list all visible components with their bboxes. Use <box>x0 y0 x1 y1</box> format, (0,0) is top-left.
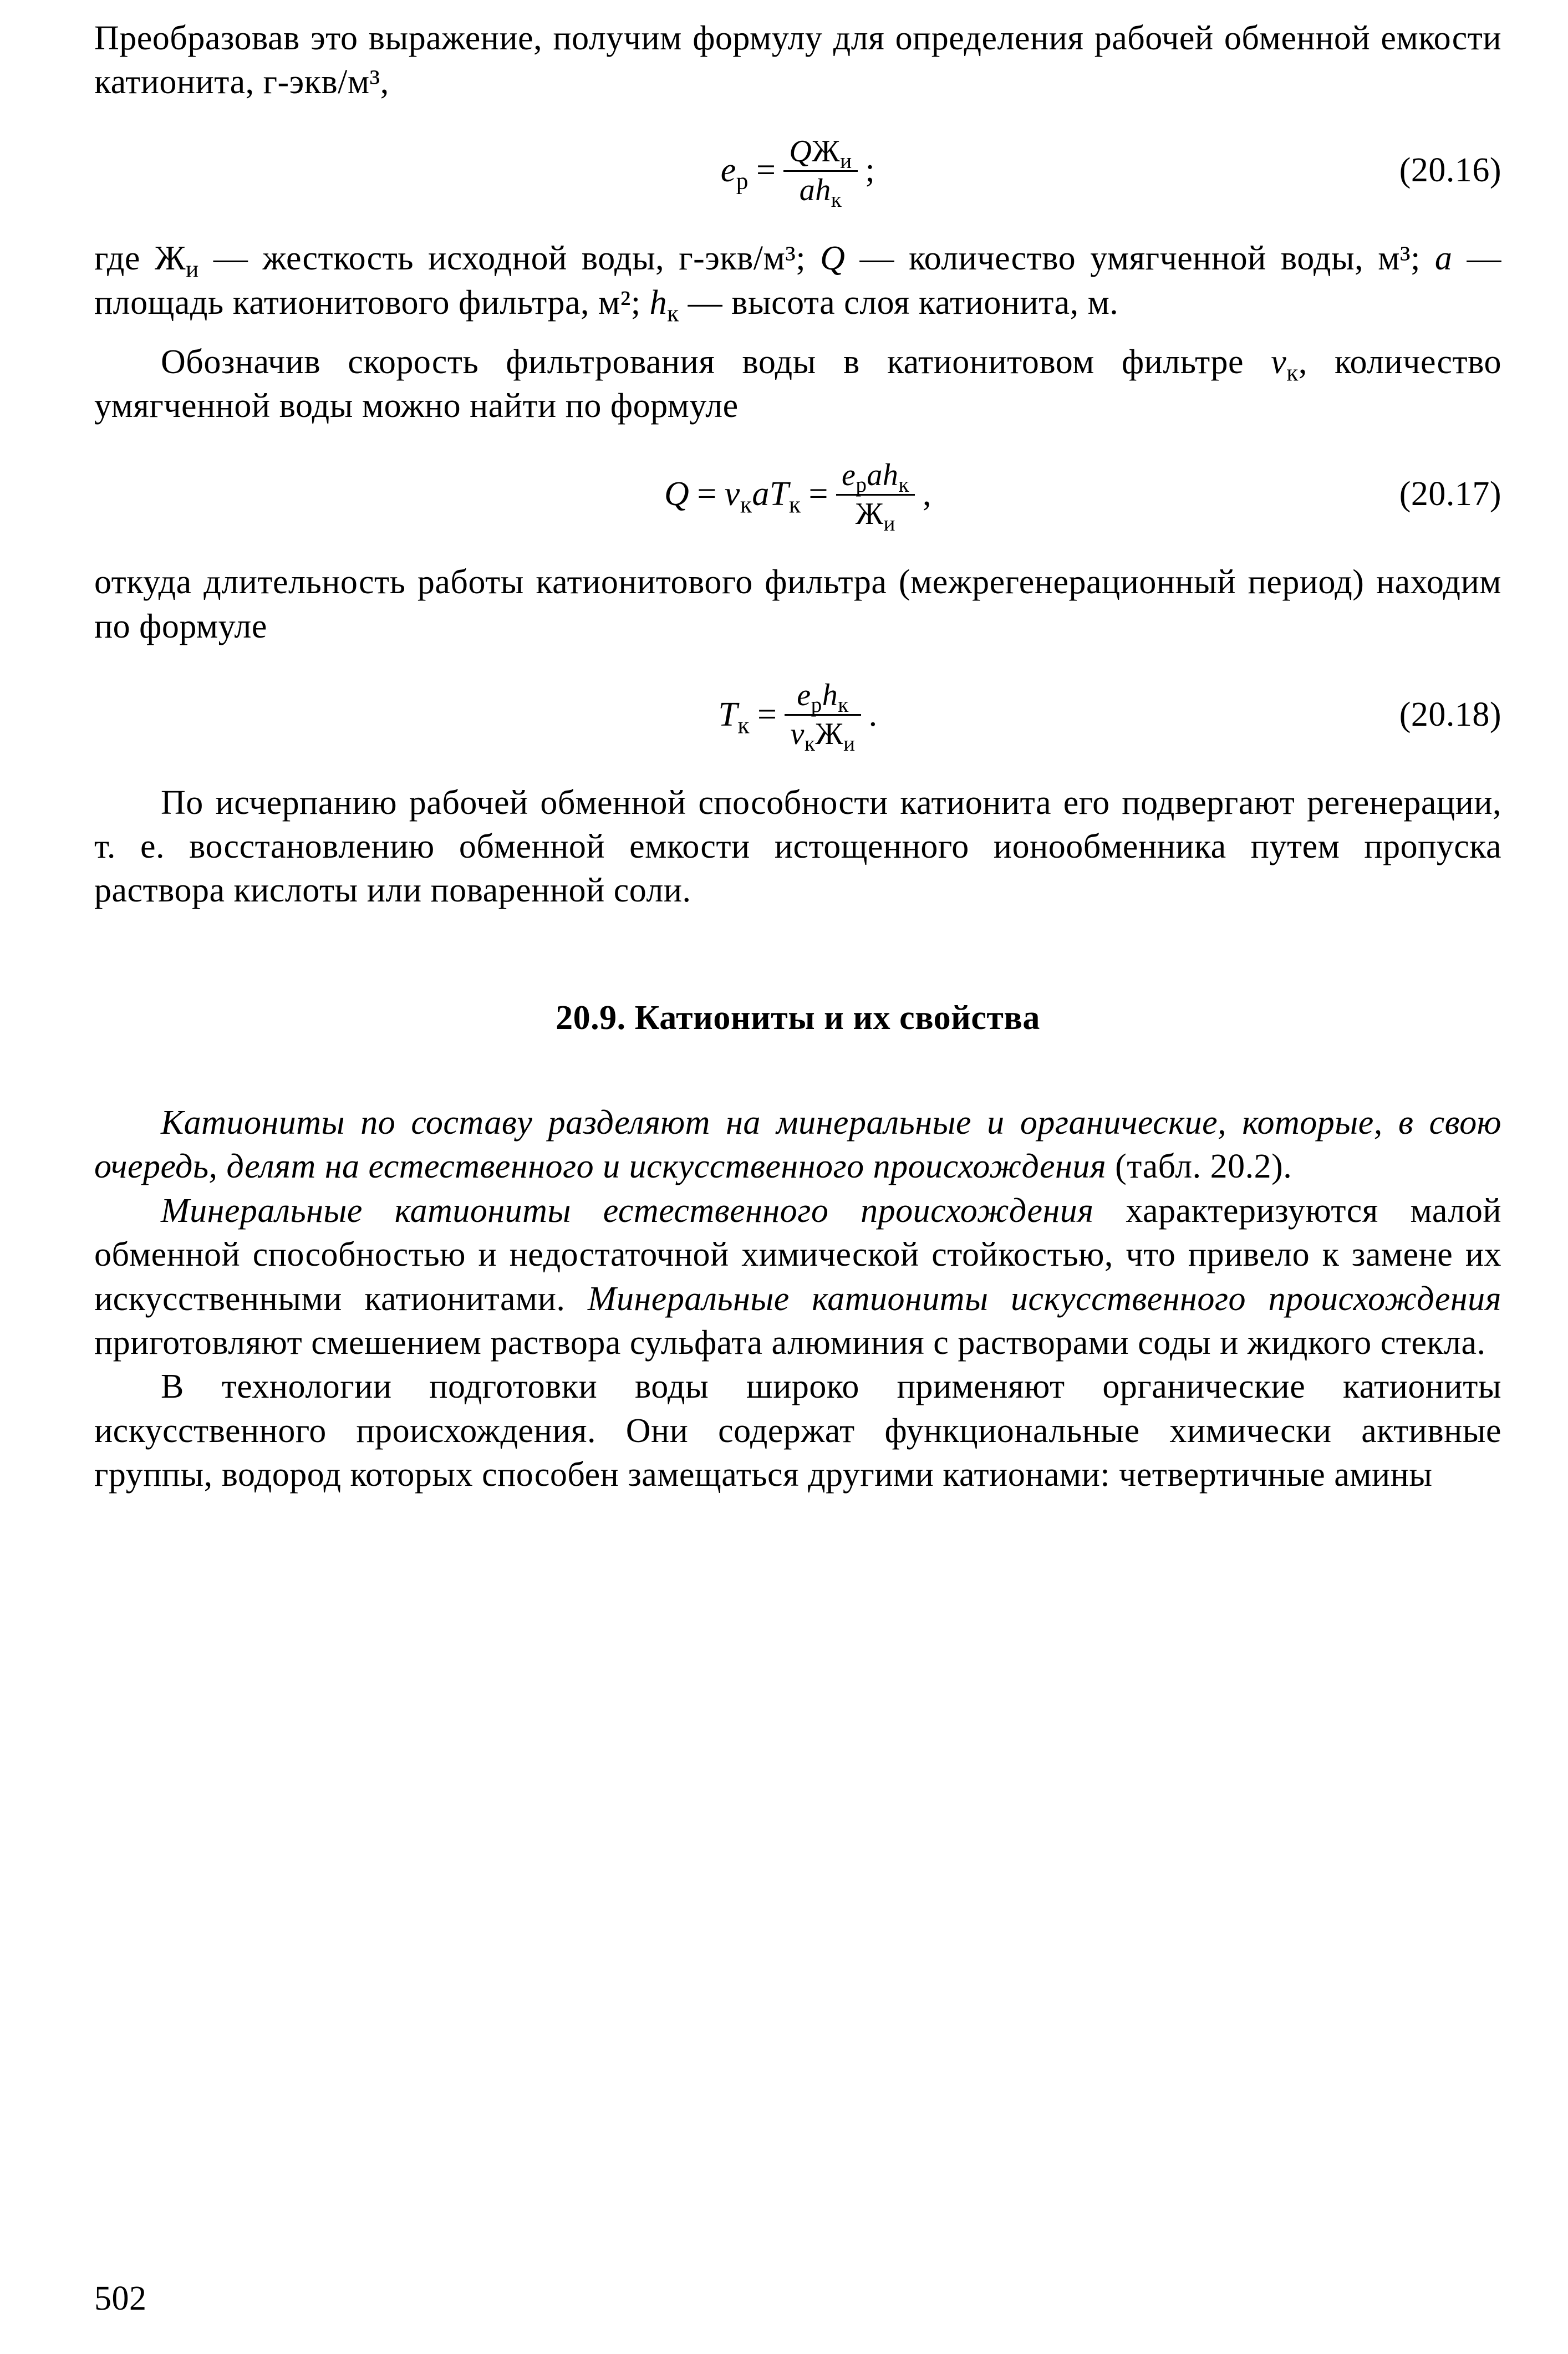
sub-k: к <box>898 473 909 497</box>
var-e: e <box>721 151 736 189</box>
equals-2: = <box>808 472 828 516</box>
var-v: v <box>1271 343 1286 381</box>
numerator: QЖи <box>783 135 857 168</box>
equation-20-16: eр = QЖи ahк ; (20.16) <box>94 135 1501 207</box>
fraction: eрhк vкЖи <box>785 679 861 751</box>
var-e: e <box>842 458 856 492</box>
lhs: Q <box>664 472 689 516</box>
sub-p: р <box>811 693 822 717</box>
comma: , <box>923 472 931 516</box>
sub-k: к <box>831 188 842 212</box>
text: — высота слоя катионита, м. <box>679 284 1119 322</box>
equation-body: eр = QЖи ahк ; <box>721 135 875 207</box>
var-Zh: Ж <box>856 497 884 531</box>
page-number: 502 <box>94 2277 147 2321</box>
var-h: h <box>815 173 831 207</box>
var-T: T <box>718 696 737 733</box>
paragraph-6: Катиониты по составу разделяют на минера… <box>94 1101 1501 1189</box>
var-a: a <box>800 173 816 207</box>
var-a: a <box>867 458 883 492</box>
fraction-bar <box>783 170 857 172</box>
var-v: v <box>790 717 804 751</box>
italic-text: Минеральные катиониты естественного прои… <box>161 1192 1094 1230</box>
fraction-bar <box>785 714 861 716</box>
equation-number: (20.16) <box>1399 149 1501 192</box>
eq-lhs: eр <box>721 149 749 192</box>
sub-i: и <box>186 256 199 283</box>
paragraph-5: По исчерпанию рабочей обменной способнос… <box>94 781 1501 913</box>
numerator: eрahк <box>836 459 915 492</box>
var-Zh: Ж <box>815 717 843 751</box>
sub-i: и <box>884 512 895 536</box>
sub-i: и <box>843 732 855 756</box>
sub-k: к <box>737 712 750 738</box>
equation-number: (20.17) <box>1399 472 1501 516</box>
paragraph-1: Преобразовав это выражение, получим форм… <box>94 17 1501 105</box>
text: где Ж <box>94 240 186 277</box>
var-T: T <box>770 475 789 513</box>
paragraph-8: В технологии подготовки воды широко прим… <box>94 1365 1501 1497</box>
text: Обозначив скорость фильтрования воды в к… <box>161 343 1271 381</box>
var-h: h <box>650 284 668 322</box>
page: Преобразовав это выражение, получим форм… <box>0 0 1568 2354</box>
numerator: eрhк <box>791 679 854 712</box>
var-v: v <box>725 475 740 513</box>
denominator: ahк <box>794 174 848 207</box>
var-h: h <box>822 678 838 712</box>
var-Q: Q <box>820 240 845 277</box>
equals: = <box>757 693 777 737</box>
var-Q: Q <box>789 134 812 169</box>
sub-k: к <box>838 693 849 717</box>
var-e: e <box>797 678 811 712</box>
sub-k: к <box>1286 359 1299 386</box>
sub-k: к <box>789 492 801 518</box>
paragraph-3: Обозначив скорость фильтрования воды в к… <box>94 340 1501 429</box>
fraction: QЖи ahк <box>783 135 857 207</box>
equals: = <box>697 472 716 516</box>
semicolon: ; <box>866 149 875 192</box>
var-h: h <box>883 458 899 492</box>
denominator: Жи <box>850 498 901 531</box>
var-a: a <box>752 475 770 513</box>
sub-p: р <box>736 168 749 195</box>
paragraph-2: где Жи — жесткость исходной воды, г-экв/… <box>94 237 1501 325</box>
var-Q: Q <box>664 475 689 513</box>
mid: vкaTк <box>725 472 801 516</box>
equation-20-17: Q = vкaTк = eрahк Жи , (20.17) <box>94 459 1501 531</box>
text: (табл. 20.2). <box>1106 1148 1292 1185</box>
denominator: vкЖи <box>785 718 861 751</box>
var-a: a <box>1435 240 1453 277</box>
paragraph-7: Минеральные катиониты естественного прои… <box>94 1189 1501 1365</box>
italic-text: Минеральные катиониты искусственного про… <box>588 1280 1501 1318</box>
sub-k: к <box>805 732 816 756</box>
equation-body: Q = vкaTк = eрahк Жи , <box>664 459 931 531</box>
fraction-bar <box>836 494 915 496</box>
equals: = <box>756 149 776 192</box>
equation-20-18: Tк = eрhк vкЖи . (20.18) <box>94 679 1501 751</box>
text: приготовляют смешением раствора сульфата… <box>94 1324 1485 1362</box>
sub-i: и <box>840 149 852 173</box>
equation-number: (20.18) <box>1399 693 1501 737</box>
sub-k: к <box>740 492 752 518</box>
fraction: eрahк Жи <box>836 459 915 531</box>
text: — количество умягченной воды, м³; <box>845 240 1434 277</box>
equation-body: Tк = eрhк vкЖи . <box>718 679 877 751</box>
lhs: Tк <box>718 693 750 737</box>
sub-k: к <box>667 300 679 327</box>
text: — жесткость исходной воды, г-экв/м³; <box>199 240 820 277</box>
sub-p: р <box>856 473 867 497</box>
section-heading: 20.9. Катиониты и их свойства <box>94 996 1501 1040</box>
paragraph-4: откуда длительность работы катионитового… <box>94 561 1501 649</box>
period: . <box>869 693 878 737</box>
var-Zh: Ж <box>812 134 840 169</box>
